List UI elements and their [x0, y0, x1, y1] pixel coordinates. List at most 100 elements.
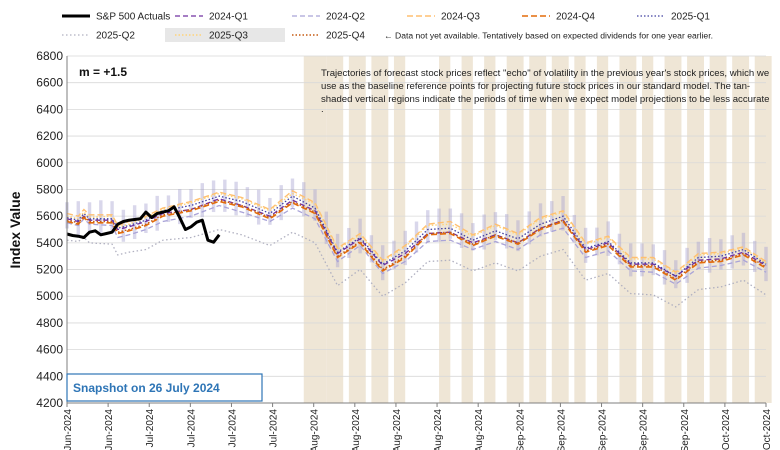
volatility-bar [583, 227, 588, 263]
volatility-bar [245, 187, 250, 217]
x-tick-label: Jun-2024 [63, 409, 74, 450]
y-tick-label: 5200 [36, 263, 63, 277]
tan-region [461, 56, 473, 403]
volatility-bar [279, 185, 283, 221]
volatility-bar [178, 189, 182, 225]
volatility-bar [380, 245, 385, 281]
y-tick-label: 4800 [36, 316, 63, 330]
tan-region [326, 56, 344, 403]
tan-region [506, 56, 524, 403]
tan-region [754, 56, 772, 403]
volatility-bar [617, 233, 622, 265]
volatility-bar [110, 201, 114, 233]
y-tick-label: 5000 [36, 289, 63, 303]
legend: S&P 500 Actuals 2024-Q1 2024-Q2 2024-Q3 2024… [62, 12, 713, 42]
legend-entry: 2024-Q1 [209, 12, 248, 23]
volatility-bar [121, 209, 126, 242]
tan-region [732, 56, 750, 403]
volatility-bar [144, 203, 148, 234]
tan-region [303, 56, 327, 403]
tan-region [393, 56, 406, 403]
x-tick-label: Aug-2024 [474, 409, 485, 450]
x-tick-label: Sep-2024 [598, 409, 609, 450]
series-line-2024-q2 [66, 204, 767, 285]
y-tick-label: 6800 [36, 49, 63, 63]
tan-region [529, 56, 547, 403]
tan-region [641, 56, 654, 403]
volatility-bar [324, 211, 329, 245]
series-line-sp500-actuals [66, 205, 221, 244]
gridlines [67, 55, 766, 404]
tan-region [619, 56, 637, 403]
tan-region [484, 56, 496, 403]
volatility-bar [302, 182, 306, 217]
y-tick-label: 6000 [36, 156, 63, 170]
series-line-2024-q3 [66, 189, 767, 274]
legend-entry: 2024-Q3 [441, 12, 480, 23]
annotation-line: Trajectories of forecast stock prices re… [321, 68, 769, 79]
volatility-bar [200, 183, 204, 218]
series-line-2024-q1 [66, 198, 767, 277]
legend-entry: 2025-Q1 [671, 12, 710, 23]
volatility-bar [268, 197, 272, 225]
y-tick-label: 5400 [36, 236, 63, 250]
legend-highlight [165, 28, 285, 42]
annotation-line: . [321, 104, 324, 115]
volatility-bar [561, 196, 565, 231]
y-tick-label: 4400 [36, 369, 63, 383]
volatility-bar [403, 230, 407, 266]
snapshot-label: Snapshot on 26 July 2024 [73, 381, 220, 395]
x-tick-label: Jul-2024 [269, 409, 280, 448]
axes: 4200 4400 4600 4800 5000 5200 5400 5600 5800 6000… [36, 49, 773, 450]
legend-entry: 2024-Q4 [556, 12, 595, 23]
tan-region [664, 56, 682, 403]
snapshot-box [66, 373, 263, 402]
annotation-line: shaded vertical regions indicate the per… [321, 94, 770, 105]
m-annotation: m = +1.5 [79, 65, 127, 79]
x-tick-label: Aug-2024 [310, 409, 321, 450]
tan-region [348, 56, 366, 403]
y-tick-label: 4600 [36, 343, 63, 357]
volatility-bar [662, 250, 667, 285]
annotation-line: use as the baseline reference points for… [321, 81, 750, 92]
volatility-bar [629, 243, 633, 277]
forecast-series [66, 189, 767, 308]
x-tick-label: Aug-2024 [433, 409, 444, 450]
volatility-bar [369, 235, 374, 263]
legend-entry: 2024-Q2 [326, 12, 365, 23]
x-tick-label: Aug-2024 [351, 409, 362, 450]
legend-note: ← Data not yet available. Tentatively ba… [384, 31, 713, 41]
legend-entry: 2025-Q4 [326, 31, 365, 42]
volatility-bar [606, 221, 610, 256]
y-tick-label: 6600 [36, 76, 63, 90]
volatility-bar [234, 181, 238, 216]
x-tick-label: Jul-2024 [227, 409, 238, 448]
y-tick-label: 4200 [36, 396, 63, 410]
volatility-bar [426, 210, 430, 243]
y-tick-label: 6400 [36, 102, 63, 116]
volatility-bar [256, 189, 261, 225]
volatility-bar [550, 201, 554, 232]
tan-region [596, 56, 609, 403]
x-tick-label: Sep-2024 [639, 409, 650, 450]
volatility-bars [65, 178, 768, 289]
volatility-bar [223, 179, 227, 212]
volatility-bar [471, 223, 475, 251]
tan-region [687, 56, 704, 403]
tan-region [709, 56, 727, 403]
volatility-bar [504, 214, 509, 249]
x-tick-label: Aug-2024 [392, 409, 403, 450]
volatility-bar [685, 247, 689, 283]
volatility-bar [651, 244, 655, 276]
y-tick-label: 5600 [36, 209, 63, 223]
x-tick-label: Sep-2024 [515, 409, 526, 450]
legend-entry: 2025-Q2 [96, 31, 135, 42]
volatility-bar [696, 241, 701, 270]
volatility-bar [595, 227, 599, 256]
y-tick-label: 5800 [36, 182, 63, 196]
y-tick-label: 6200 [36, 129, 63, 143]
tan-region [574, 56, 586, 403]
tan-region [439, 56, 451, 403]
series-line-2025-q4 [66, 199, 767, 280]
